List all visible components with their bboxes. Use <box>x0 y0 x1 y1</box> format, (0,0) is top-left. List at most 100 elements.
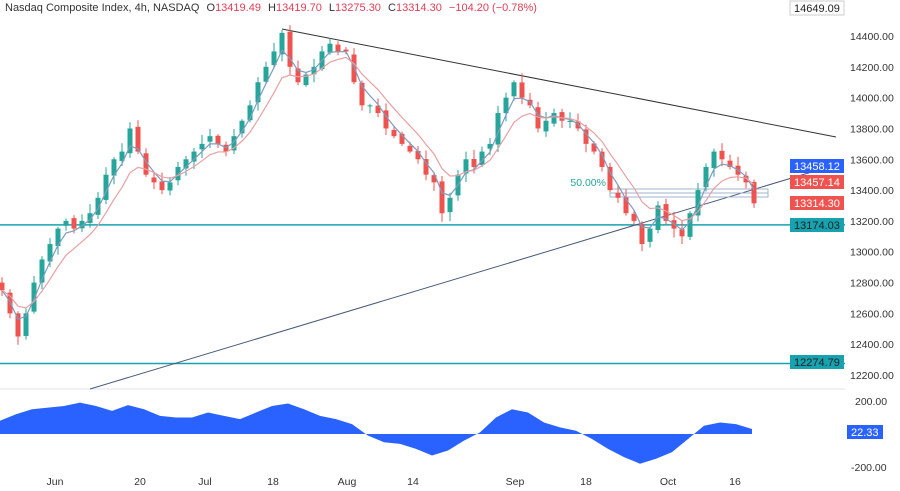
candle-body <box>143 153 149 175</box>
candle-body <box>151 177 157 183</box>
candle-body <box>95 197 101 215</box>
price-tag-label: 12274.79 <box>794 357 840 369</box>
open-number: 13419.49 <box>215 2 261 14</box>
symbol-title: Nasdaq Composite Index, 4h, NASDAQ <box>5 2 200 14</box>
candle-body <box>503 97 509 114</box>
candle-body <box>615 192 621 198</box>
fib-50-label: 50.00% <box>570 177 606 189</box>
candle-body <box>391 129 397 137</box>
candle-body <box>407 145 413 152</box>
price-tag <box>790 196 844 210</box>
candle-body <box>575 121 581 129</box>
candle-body <box>727 160 733 167</box>
osc-value-tag <box>847 425 883 439</box>
low-number: 13275.30 <box>335 2 381 14</box>
candle-body <box>247 105 253 121</box>
x-tick-label: Aug <box>338 476 357 488</box>
candle-body <box>231 136 237 151</box>
candle-body <box>519 82 525 98</box>
y-tick-label: 13000.00 <box>850 247 894 259</box>
candle-body <box>367 105 373 107</box>
candle-body <box>183 159 189 169</box>
candle-body <box>295 68 301 83</box>
candle-body <box>751 181 757 204</box>
y-tick-label: 13600.00 <box>850 154 894 166</box>
candle-body <box>191 151 197 162</box>
close-number: 13314.30 <box>395 2 442 14</box>
fast-moving-average <box>1 49 755 320</box>
candle-body <box>215 135 221 144</box>
candle-body <box>535 107 541 129</box>
candle-body <box>119 151 125 161</box>
candle-body <box>655 205 661 230</box>
y-tick-label: 13200.00 <box>850 216 894 228</box>
candle-body <box>287 31 293 67</box>
candle-body <box>423 159 429 175</box>
close-value: C13314.30 <box>388 2 442 14</box>
candle-body <box>607 166 613 191</box>
candle-body <box>263 66 269 82</box>
y-tick-label: 14000.00 <box>850 93 894 105</box>
candle-body <box>327 43 333 53</box>
candle-body <box>127 128 133 154</box>
candle-body <box>543 120 549 132</box>
candle-body <box>639 223 645 245</box>
high-label: H <box>268 2 276 14</box>
x-tick-label: 18 <box>267 476 279 488</box>
candle-body <box>135 126 141 152</box>
osc-tick-label: -200.00 <box>851 462 887 474</box>
ascending-trendline <box>89 167 826 390</box>
osc-tick-label: 200.00 <box>855 396 887 408</box>
high-value: H13419.70 <box>268 2 322 14</box>
oscillator-area <box>0 402 752 464</box>
candle-body <box>31 282 37 312</box>
low-label: L <box>328 2 336 14</box>
candle-body <box>15 313 21 337</box>
candle-body <box>567 120 573 122</box>
candle-body <box>743 175 749 183</box>
change-value: −104.20 (−0.78%) <box>448 2 537 14</box>
candles <box>0 25 757 345</box>
candle-body <box>279 32 285 55</box>
candle-body <box>23 313 29 336</box>
candle-body <box>631 213 637 221</box>
candle-body <box>71 218 77 229</box>
candle-body <box>447 197 453 213</box>
candle-body <box>623 197 629 214</box>
candle-body <box>375 105 381 114</box>
slow-moving-average <box>1 56 755 309</box>
price-tag-label: 14649.09 <box>794 3 840 15</box>
x-tick-label: 14 <box>407 476 419 488</box>
candle-body <box>647 228 653 242</box>
price-tag-label: 13458.12 <box>794 161 840 173</box>
candle-body <box>311 66 317 75</box>
x-tick-label: 16 <box>729 476 741 488</box>
price-tag <box>790 175 844 189</box>
open-value: O13419.49 <box>207 2 261 14</box>
candle-body <box>551 113 557 124</box>
candle-body <box>63 220 69 226</box>
candle-body <box>679 229 685 237</box>
candle-body <box>239 120 245 134</box>
candle-body <box>271 51 277 66</box>
price-tag-label: 13457.14 <box>794 177 840 189</box>
price-tag <box>790 218 844 232</box>
x-tick-label: 18 <box>580 476 592 488</box>
y-tick-label: 13800.00 <box>850 123 894 135</box>
candle-body <box>103 174 109 200</box>
open-label: O <box>206 2 216 14</box>
candle-body <box>111 159 117 176</box>
candle-body <box>439 181 445 214</box>
x-tick-label: 20 <box>134 476 146 488</box>
candle-body <box>463 159 469 174</box>
candle-body <box>599 151 605 167</box>
candle-body <box>583 129 589 144</box>
price-tag-label: 13174.03 <box>794 220 840 232</box>
y-tick-label: 12600.00 <box>850 308 894 320</box>
price-tag <box>789 0 845 16</box>
candle-body <box>511 82 517 97</box>
y-tick-label: 12400.00 <box>850 339 894 351</box>
candle-body <box>359 82 365 106</box>
candle-body <box>711 151 717 169</box>
